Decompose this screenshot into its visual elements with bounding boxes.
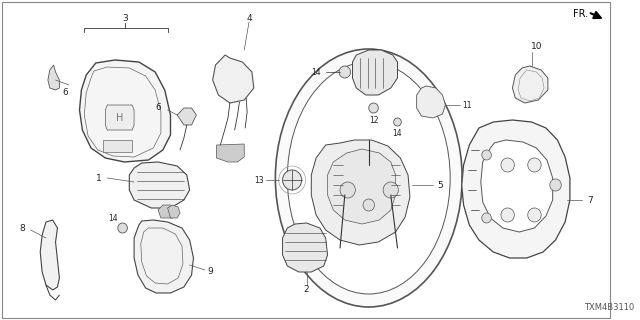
Polygon shape: [129, 162, 189, 208]
Text: 6: 6: [155, 102, 161, 111]
Circle shape: [383, 182, 399, 198]
Polygon shape: [328, 149, 396, 224]
Circle shape: [528, 208, 541, 222]
Text: 7: 7: [587, 196, 593, 204]
Polygon shape: [168, 205, 180, 218]
Polygon shape: [48, 65, 60, 90]
Circle shape: [369, 103, 378, 113]
Polygon shape: [311, 140, 410, 245]
Text: 11: 11: [463, 100, 472, 109]
Text: 8: 8: [19, 223, 25, 233]
Circle shape: [501, 208, 515, 222]
Polygon shape: [282, 223, 328, 272]
Polygon shape: [106, 105, 134, 130]
Circle shape: [482, 213, 492, 223]
Bar: [104, 140, 132, 152]
Circle shape: [363, 199, 374, 211]
Text: 14: 14: [393, 129, 403, 138]
Text: 14: 14: [311, 68, 321, 76]
Text: 10: 10: [531, 42, 542, 51]
Ellipse shape: [275, 49, 462, 307]
Circle shape: [118, 223, 127, 233]
Text: 9: 9: [208, 267, 214, 276]
Text: 13: 13: [254, 175, 264, 185]
Text: FR.: FR.: [573, 9, 588, 19]
Polygon shape: [417, 86, 445, 118]
Text: 4: 4: [246, 13, 252, 22]
Text: 6: 6: [62, 87, 68, 97]
Polygon shape: [134, 220, 193, 293]
Polygon shape: [158, 205, 175, 218]
Text: 1: 1: [96, 173, 102, 182]
Text: 5: 5: [438, 180, 444, 189]
Circle shape: [501, 158, 515, 172]
Polygon shape: [79, 60, 170, 162]
Text: 3: 3: [123, 13, 129, 22]
Text: 14: 14: [108, 213, 118, 222]
Polygon shape: [353, 50, 397, 95]
Text: 2: 2: [304, 285, 309, 294]
Ellipse shape: [287, 62, 450, 294]
Circle shape: [340, 182, 355, 198]
Polygon shape: [177, 108, 196, 125]
Text: TXM4B3110: TXM4B3110: [584, 303, 634, 313]
Circle shape: [528, 158, 541, 172]
Text: 12: 12: [369, 116, 378, 124]
Polygon shape: [513, 66, 548, 103]
Polygon shape: [216, 144, 244, 162]
Circle shape: [282, 170, 301, 190]
Polygon shape: [461, 120, 570, 258]
Circle shape: [550, 179, 561, 191]
Polygon shape: [481, 140, 553, 232]
Circle shape: [482, 150, 492, 160]
Circle shape: [394, 118, 401, 126]
Polygon shape: [40, 220, 60, 290]
Circle shape: [339, 66, 351, 78]
Polygon shape: [212, 55, 254, 103]
Text: H: H: [116, 113, 124, 123]
